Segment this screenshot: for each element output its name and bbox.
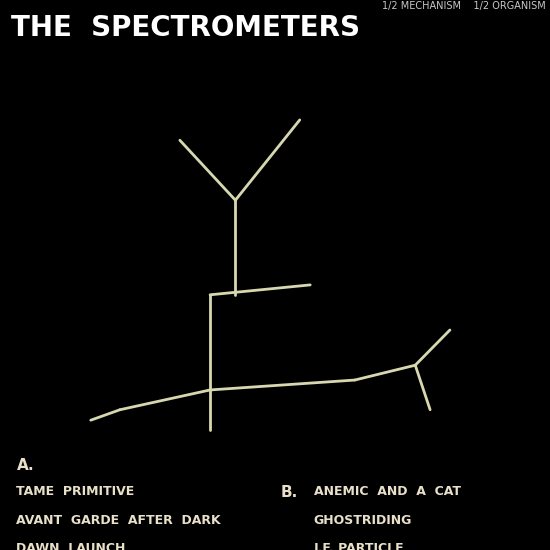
Text: TAME  PRIMITIVE: TAME PRIMITIVE bbox=[16, 485, 135, 498]
Text: AVANT  GARDE  AFTER  DARK: AVANT GARDE AFTER DARK bbox=[16, 514, 221, 527]
Text: A.: A. bbox=[16, 458, 34, 472]
Text: J.F. PARTICLE: J.F. PARTICLE bbox=[314, 542, 404, 550]
Text: 1/2 MECHANISM    1/2 ORGANISM: 1/2 MECHANISM 1/2 ORGANISM bbox=[382, 1, 546, 11]
Text: DAWN  LAUNCH: DAWN LAUNCH bbox=[16, 542, 126, 550]
Text: GHOSTRIDING: GHOSTRIDING bbox=[314, 514, 412, 527]
Text: THE  SPECTROMETERS: THE SPECTROMETERS bbox=[11, 14, 360, 42]
Text: ANEMIC  AND  A  CAT: ANEMIC AND A CAT bbox=[314, 485, 460, 498]
Text: B.: B. bbox=[280, 485, 298, 500]
